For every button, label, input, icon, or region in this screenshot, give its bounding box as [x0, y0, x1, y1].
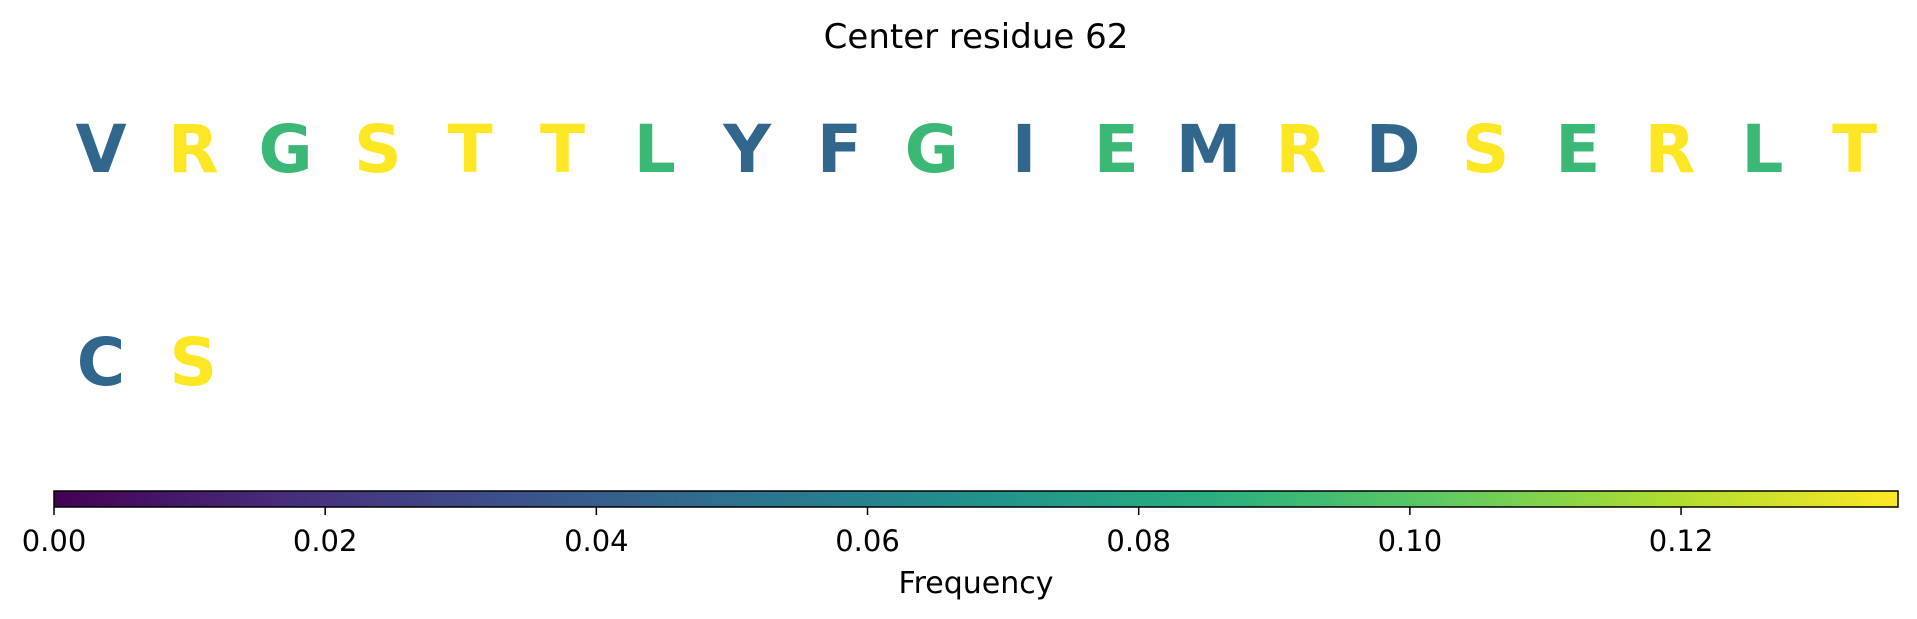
colorbar-tick-label: 0.00: [22, 524, 87, 558]
residue-letter: D: [1366, 111, 1421, 188]
residue-letter: S: [170, 324, 218, 401]
residue-letter: V: [75, 111, 126, 188]
colorbar-tick-label: 0.02: [293, 524, 358, 558]
residue-letter: M: [1176, 111, 1242, 188]
residue-letter: Y: [722, 111, 772, 188]
residue-letter: E: [1555, 111, 1600, 188]
residue-letter: C: [77, 324, 125, 401]
residue-letter: R: [1645, 111, 1696, 188]
colorbar: [53, 490, 1899, 508]
residue-letter: T: [540, 111, 585, 188]
colorbar-tick-label: 0.08: [1106, 524, 1171, 558]
residue-letter: T: [448, 111, 493, 188]
residue-letter: E: [1094, 111, 1139, 188]
residue-letter: R: [1275, 111, 1326, 188]
colorbar-tick-label: 0.10: [1378, 524, 1443, 558]
residue-letter: F: [817, 111, 862, 188]
residue-letter: L: [634, 111, 676, 188]
residue-letter: R: [168, 111, 219, 188]
residue-grid: V R G S T T L Y F G I E M R D S E R L TC S: [75, 111, 1877, 401]
colorbar-ticks: 0.00 0.02 0.04 0.06 0.08 0.10 0.12: [22, 507, 1714, 558]
colorbar-label: Frequency: [899, 566, 1054, 601]
residue-letter: T: [1832, 111, 1877, 188]
residue-letter: L: [1741, 111, 1783, 188]
colorbar-tick-label: 0.04: [564, 524, 629, 558]
residue-letter: S: [354, 111, 402, 188]
colorbar-tick-label: 0.12: [1649, 524, 1714, 558]
residue-letter: G: [259, 111, 313, 188]
residue-letter: G: [905, 111, 959, 188]
colorbar-tick-label: 0.06: [835, 524, 900, 558]
residue-letter: I: [1012, 111, 1037, 188]
chart-title: Center residue 62: [824, 17, 1129, 57]
residue-letter: S: [1462, 111, 1510, 188]
